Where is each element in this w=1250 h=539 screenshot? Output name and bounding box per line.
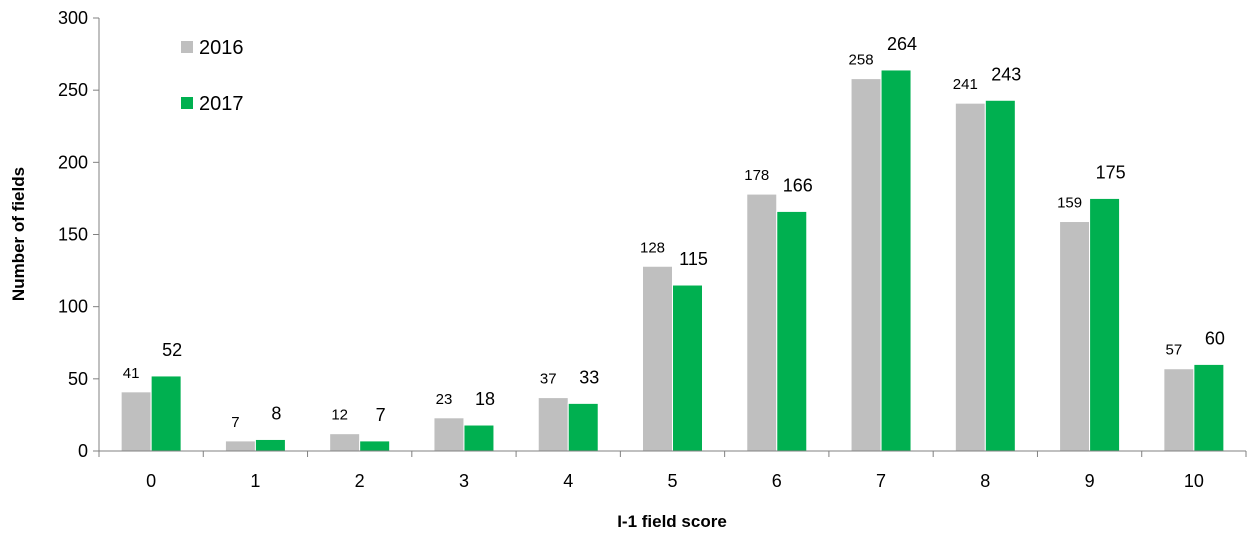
- bar-2017-score-1: [254, 438, 286, 452]
- y-tick-label: 100: [58, 297, 88, 317]
- x-tick-label: 5: [667, 471, 677, 491]
- bar-2016-score-9: [1059, 221, 1091, 452]
- y-tick-label: 300: [58, 8, 88, 28]
- y-ticks-group: 0 50 100 150 200 250 300: [58, 8, 99, 461]
- data-label-2016-score-8: 241: [953, 76, 978, 93]
- bar-2017-score-7: [880, 69, 912, 452]
- y-tick-label: 250: [58, 80, 88, 100]
- bar-2017-score-4: [567, 402, 599, 452]
- x-tick-label: 10: [1184, 471, 1204, 491]
- x-tick-label: 8: [980, 471, 990, 491]
- bar-2017-score-10: [1193, 363, 1225, 452]
- bar-2016-score-0: [120, 391, 152, 452]
- bar-2017-score-3: [463, 424, 495, 452]
- y-tick-label: 150: [58, 225, 88, 245]
- x-tick-label: 2: [355, 471, 365, 491]
- data-label-2016-score-5: 128: [640, 239, 665, 256]
- data-label-2017-score-8: 243: [991, 64, 1021, 84]
- legend-label-2016: 2016: [199, 37, 244, 59]
- data-label-2017-score-5: 115: [679, 249, 708, 269]
- bar-2016-score-5: [642, 265, 673, 452]
- data-label-2017-score-10: 60: [1205, 328, 1225, 348]
- data-label-2017-score-0: 52: [162, 340, 182, 360]
- data-label-2016-score-2: 12: [331, 407, 348, 424]
- bar-2016-score-4: [537, 397, 569, 452]
- data-label-2016-score-7: 258: [849, 52, 874, 69]
- bars-group: [120, 69, 1225, 452]
- legend: 2016 2017: [181, 37, 244, 115]
- x-tick-label: 9: [1085, 471, 1095, 491]
- data-label-2017-score-9: 175: [1096, 162, 1126, 182]
- data-label-2017-score-3: 18: [475, 389, 495, 409]
- data-labels-group: 41 52 7 8 12 7 23 18 37 33 128 115 178 166 258 264 241 24…: [123, 34, 1225, 431]
- data-label-2016-score-6: 178: [744, 167, 769, 184]
- bar-2017-score-6: [776, 210, 808, 452]
- data-label-2016-score-9: 159: [1057, 195, 1082, 212]
- bar-2016-score-6: [746, 193, 778, 452]
- bar-2016-score-8: [954, 102, 986, 452]
- bar-2016-score-3: [433, 417, 465, 452]
- bar-2017-score-8: [984, 99, 1016, 452]
- legend-swatch-2017: [181, 97, 193, 109]
- data-label-2016-score-4: 37: [540, 371, 557, 388]
- y-tick-label: 0: [78, 441, 88, 461]
- data-label-2017-score-4: 33: [579, 367, 599, 387]
- data-label-2016-score-3: 23: [436, 391, 453, 408]
- x-tick-label: 3: [459, 471, 469, 491]
- x-tick-label: 0: [146, 471, 156, 491]
- data-label-2016-score-0: 41: [123, 365, 140, 382]
- bar-2016-score-2: [329, 433, 361, 452]
- data-label-2016-score-1: 7: [231, 414, 239, 431]
- bar-2016-score-1: [224, 440, 256, 452]
- data-label-2017-score-7: 264: [887, 34, 917, 54]
- x-tick-label: 4: [563, 471, 573, 491]
- data-label-2017-score-2: 7: [376, 405, 386, 425]
- x-axis-title: I-1 field score: [617, 512, 727, 531]
- bar-2017-score-2: [359, 440, 391, 452]
- data-label-2016-score-10: 57: [1166, 342, 1183, 359]
- bar-2017-score-9: [1089, 197, 1121, 452]
- y-tick-label: 50: [68, 369, 88, 389]
- data-label-2017-score-1: 8: [271, 403, 281, 423]
- data-label-2017-score-6: 166: [783, 175, 813, 195]
- bar-2017-score-0: [150, 375, 182, 452]
- bar-2016-score-10: [1163, 368, 1195, 452]
- x-tick-label: 1: [250, 471, 260, 491]
- bar-2016-score-7: [850, 78, 882, 452]
- legend-label-2017: 2017: [199, 93, 244, 115]
- x-ticks-group: 0 1 2 3 4 5 6 7 8 9 10: [98, 451, 1247, 491]
- bar-2017-score-5: [672, 284, 703, 452]
- y-tick-label: 200: [58, 152, 88, 172]
- x-tick-label: 6: [772, 471, 782, 491]
- legend-swatch-2016: [181, 41, 193, 53]
- x-tick-label: 7: [876, 471, 886, 491]
- y-axis-title: Number of fields: [9, 167, 28, 301]
